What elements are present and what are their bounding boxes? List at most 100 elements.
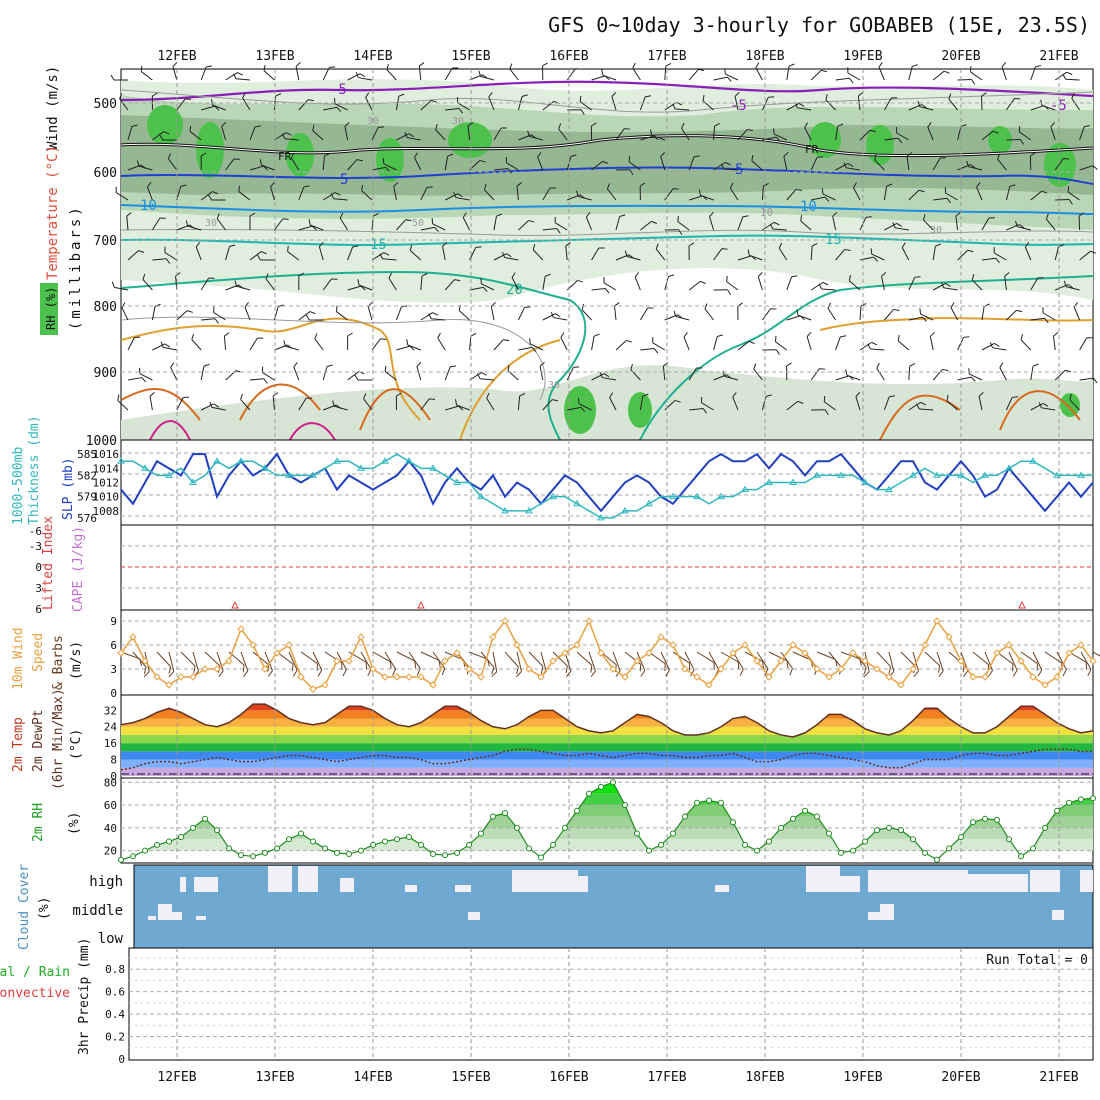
wind-barb	[878, 62, 885, 81]
wind-barb	[151, 303, 161, 321]
wind-barb	[469, 246, 482, 261]
wind-tick: 3	[110, 663, 117, 676]
thickness-marker	[405, 457, 413, 464]
wind-barb	[347, 245, 359, 261]
wind-barb	[634, 272, 641, 291]
wind-barb	[1030, 363, 1039, 381]
wind-barb	[884, 308, 900, 321]
thickness-marker	[621, 506, 629, 514]
wind-barb	[200, 363, 210, 381]
wind-barb	[753, 363, 763, 381]
wind-barb	[371, 126, 384, 141]
wind-barb	[640, 220, 658, 231]
wind-barb	[859, 129, 876, 141]
rh-marker	[646, 847, 652, 854]
p6-label-2: (%)	[67, 812, 82, 835]
thickness-marker	[501, 506, 509, 514]
wind-barb	[713, 161, 731, 171]
wind-barb	[298, 311, 316, 321]
wind-barb	[195, 242, 202, 261]
wind-barb	[747, 249, 763, 261]
wind-barb	[293, 362, 300, 381]
wind-barb	[420, 312, 439, 321]
wind-barb	[493, 127, 508, 141]
wind-barb	[883, 97, 898, 111]
rh-marker	[778, 824, 784, 831]
wind-marker	[837, 665, 845, 673]
rh-marker	[358, 847, 364, 854]
wind-marker	[669, 641, 677, 649]
wind-barb	[281, 133, 299, 141]
wind-barb	[225, 72, 243, 81]
thickness-tick: 576	[77, 512, 97, 525]
wind-barb	[832, 211, 838, 231]
wind-barb	[115, 186, 129, 201]
rh-band	[121, 793, 1093, 806]
wind-barb	[835, 248, 851, 261]
pressure-tick: 600	[94, 166, 117, 181]
wind-barb	[560, 332, 568, 351]
rh-tick: 60	[104, 799, 117, 812]
wind-barb	[810, 156, 823, 171]
wind-barb	[823, 395, 836, 411]
date-label: 16FEB	[549, 49, 588, 64]
wind-barb	[867, 343, 885, 351]
wind-barb	[437, 332, 446, 351]
wind-marker	[345, 657, 353, 665]
thickness-marker	[957, 471, 965, 478]
temp-axis: 32 24 16 8 0	[104, 704, 118, 783]
wind-barb	[238, 185, 251, 201]
rh-marker	[1078, 796, 1084, 803]
wind-barb	[811, 196, 830, 202]
wind-marker	[285, 641, 293, 649]
wind-barb	[428, 313, 446, 321]
wind-barb	[734, 91, 740, 111]
wind-barb	[1067, 186, 1080, 201]
wind-marker	[381, 673, 389, 681]
wind-barb	[1052, 332, 1059, 351]
wind-barb	[603, 276, 617, 291]
wind-barb-10m	[1020, 651, 1038, 671]
precip-tick: 0	[118, 1053, 125, 1066]
wind-marker	[633, 657, 641, 665]
wind-tick: 0	[110, 687, 117, 700]
wind-barb	[948, 93, 958, 111]
li-tick: -6	[29, 525, 42, 538]
thickness-marker	[573, 499, 581, 507]
rh-marker	[214, 827, 220, 834]
wind-marker	[117, 649, 125, 657]
wind-barb	[901, 242, 910, 261]
wind-barb	[354, 374, 372, 381]
date-axis-top: 12FEB 13FEB 14FEB 15FEB 16FEB 17FEB 18FEB 19FEB…	[157, 49, 1078, 64]
wind-barb	[201, 318, 219, 324]
rh-marker	[250, 853, 256, 860]
wind-marker	[645, 649, 653, 657]
wind-barb-10m	[756, 651, 769, 676]
wind-marker	[525, 665, 533, 673]
wind-marker	[189, 673, 197, 681]
wind-barb	[152, 258, 171, 264]
wind-barb	[249, 125, 261, 141]
wind-barb	[1029, 152, 1036, 171]
wind-marker	[1017, 657, 1025, 665]
p6-label-1: 2m RH	[31, 803, 46, 842]
wind-barb-10m	[240, 651, 249, 677]
wind-marker	[561, 649, 569, 657]
thickness-marker	[237, 457, 245, 464]
wind-barb	[981, 217, 995, 231]
wind-barb	[927, 122, 934, 141]
wind-barb	[477, 373, 495, 381]
date-label: 16FEB	[549, 1070, 588, 1085]
pressure-axis: 500 600 700 800 900 1000	[86, 97, 117, 449]
wind-barb-10m	[156, 651, 172, 674]
wind-barb	[989, 342, 1007, 351]
wind-barb-10m	[420, 651, 441, 668]
wind-barb	[689, 408, 708, 414]
precip-tick: 0.2	[105, 1031, 125, 1044]
wind-barb	[323, 106, 342, 112]
wind-barb	[981, 92, 987, 111]
rh-marker	[622, 802, 628, 809]
contour-label: 15	[825, 232, 842, 248]
thickness-marker	[1053, 471, 1061, 478]
wind-barb	[783, 151, 789, 171]
